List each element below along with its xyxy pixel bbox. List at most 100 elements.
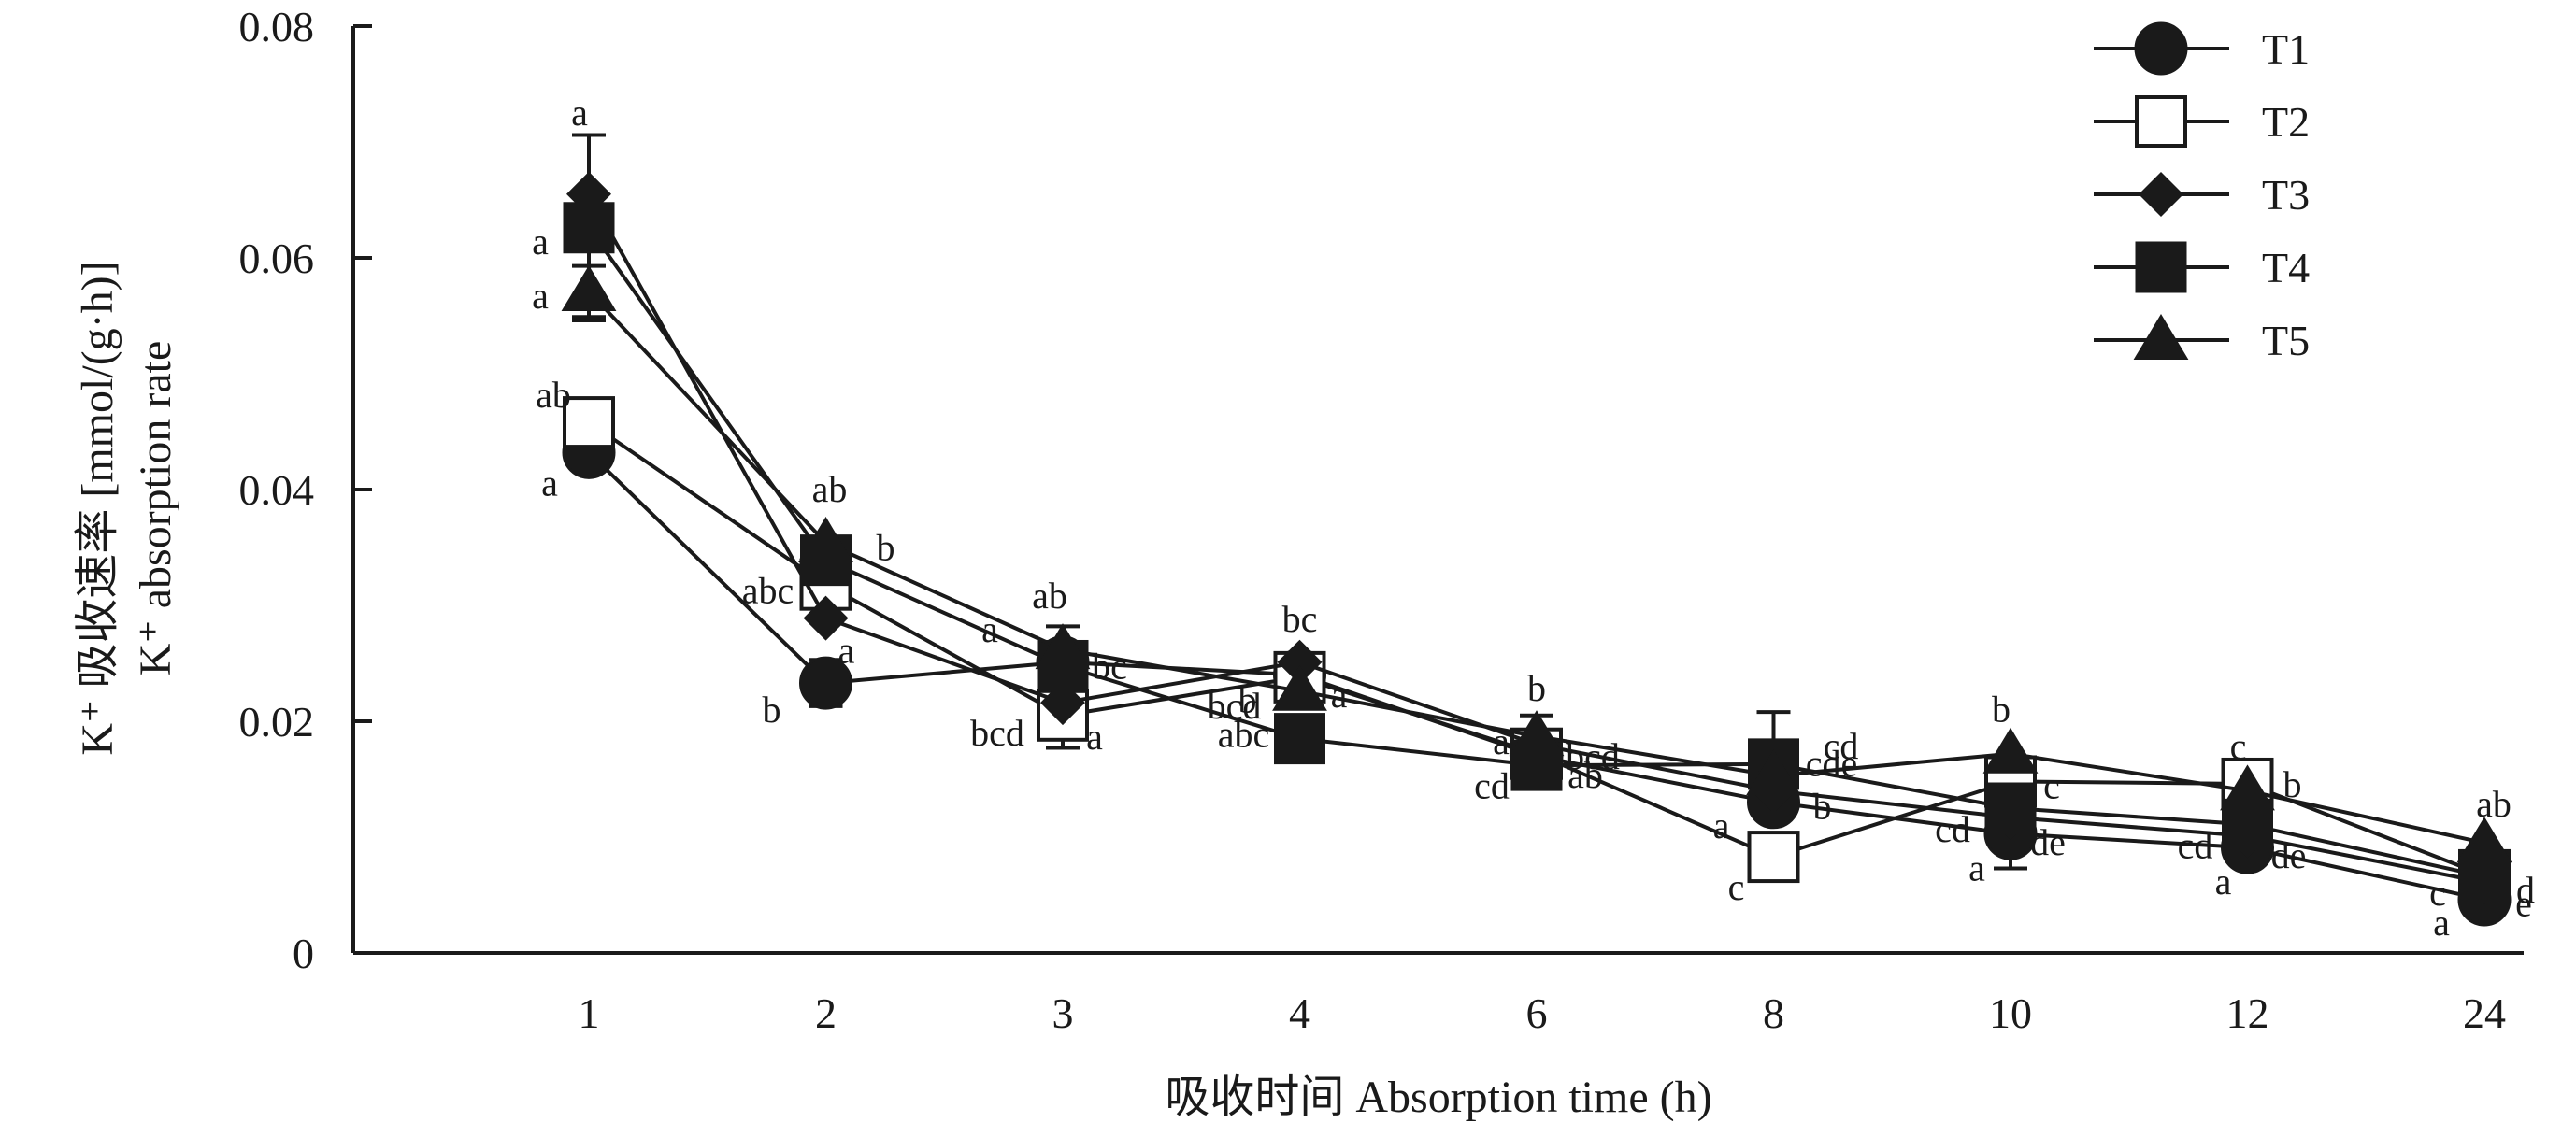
y-tick-label: 0.04	[239, 466, 315, 514]
legend-label: T3	[2262, 171, 2310, 219]
significance-letter-t4: abc	[1218, 714, 1270, 756]
data-point-t5	[1035, 623, 1091, 670]
x-tick-label: 1	[579, 989, 600, 1037]
significance-letter-t1: b	[1238, 678, 1257, 720]
significance-letter-t3: bcd	[970, 712, 1024, 754]
significance-letter-t3: de	[2271, 834, 2307, 876]
data-point-t2	[1747, 831, 1800, 884]
significance-letter-t5: a	[532, 275, 549, 317]
y-axis-title: K⁺ 吸收速率 [mmol/(g·h)] K⁺ absorption rate	[73, 261, 180, 755]
significance-letter-t5: ab	[1032, 575, 1067, 617]
axes: 00.020.040.060.081 2 3 4 6 8 10 12 24	[239, 3, 2524, 1037]
significance-letter-t1: a	[1968, 846, 1985, 888]
significance-letter-t5: cde	[1806, 742, 1858, 784]
data-point-t2	[563, 396, 615, 449]
x-tick-label: 12	[2226, 989, 2269, 1037]
legend-item-t2: T2	[2094, 95, 2310, 148]
y-tick-label: 0.02	[239, 698, 315, 746]
legend-label: T4	[2262, 244, 2310, 291]
significance-letter-t5: bc	[1282, 598, 1318, 640]
series-t2	[563, 396, 2511, 902]
significance-letter-t3: e	[2515, 882, 2532, 924]
y-axis-title-line-2: K⁺ absorption rate	[131, 341, 180, 676]
legend-label: T5	[2262, 317, 2310, 364]
significance-letter-t4: cd	[2178, 824, 2213, 866]
significance-letter-t2: a	[1086, 716, 1103, 758]
series-line-t2	[587, 420, 2485, 877]
significance-letter-t2: c	[1728, 866, 1745, 908]
data-point-t5	[2220, 764, 2275, 811]
significance-letter-t3: b	[1813, 785, 1832, 827]
significance-letter-t1: ab	[1567, 754, 1603, 796]
data-point-t4	[1274, 713, 1325, 765]
y-tick-label: 0	[293, 930, 314, 977]
y-axis-title-line-1: K⁺ 吸收速率 [mmol/(g·h)]	[73, 261, 122, 755]
x-tick-label: 3	[1052, 989, 1074, 1037]
significance-letter-t4: bc	[1092, 645, 1127, 687]
y-tick-label: 0.06	[239, 235, 315, 282]
significance-letter-t4: cd	[1824, 725, 1859, 767]
significance-letter-t5: b	[1527, 667, 1546, 709]
legend-item-t3: T3	[2094, 171, 2310, 219]
significance-letter-t3: bcd	[1208, 685, 1262, 727]
significance-letter-t2: a	[1331, 674, 1348, 716]
legend-marker	[2134, 21, 2188, 76]
significance-letter-t3: de	[2030, 821, 2066, 863]
significance-letter-t2: ab	[536, 374, 571, 416]
data-point-t5	[798, 517, 853, 563]
data-point-t5	[1982, 727, 2039, 774]
x-tick-label: 8	[1763, 989, 1784, 1037]
significance-letter-t4: cd	[1935, 808, 1970, 850]
significance-letter-t5: ab	[812, 468, 848, 510]
data-point-t4	[563, 202, 615, 254]
significance-letter-t2: c	[2429, 872, 2446, 914]
significance-letter-t3: bcd	[1566, 735, 1620, 777]
legend-marker	[2135, 241, 2187, 293]
y-tick-label: 0.08	[239, 3, 315, 50]
legend-label: T1	[2262, 25, 2310, 73]
significance-letter-t2: cd	[1474, 765, 1510, 807]
significance-letter-t1: a	[2215, 860, 2232, 903]
data-point-t5	[1509, 710, 1565, 757]
series-t3	[566, 171, 2507, 905]
series-layer	[561, 133, 2512, 927]
data-point-t5	[1746, 749, 1801, 796]
x-tick-label: 2	[815, 989, 837, 1037]
legend: T1 T2 T3 T4 T5	[2094, 21, 2310, 364]
data-point-t3	[1277, 639, 1323, 685]
x-tick-label: 10	[1989, 989, 2032, 1037]
significance-letter-t1: a	[541, 462, 558, 504]
data-point-t5	[561, 264, 617, 311]
series-t5	[561, 263, 2512, 863]
x-axis-title: 吸收时间 Absorption time (h)	[1165, 1073, 1711, 1122]
significance-letter-t4: d	[2516, 869, 2535, 911]
significance-letter-t1: a	[1713, 804, 1730, 846]
data-point-t3	[1040, 680, 1085, 726]
data-point-t3	[803, 595, 849, 641]
significance-letter-t1: a	[981, 608, 998, 650]
significance-letter-t4: a	[532, 220, 549, 263]
x-tick-label: 24	[2463, 989, 2506, 1037]
significance-letter-t5: b	[1992, 689, 2011, 731]
significance-letter-t5: ab	[2476, 783, 2512, 825]
legend-item-t5: T5	[2094, 314, 2310, 364]
x-tick-label: 6	[1526, 989, 1548, 1037]
significance-letter-t4: a	[1493, 720, 1510, 762]
significance-letter-t1: b	[763, 689, 781, 731]
legend-item-t1: T1	[2094, 21, 2310, 76]
significance-letter-t2: abc	[742, 570, 794, 612]
significance-letter-t4: b	[877, 527, 895, 569]
legend-marker	[2133, 314, 2189, 360]
significance-letter-t2: c	[2043, 764, 2060, 806]
significance-letter-t5: c	[2230, 725, 2247, 767]
data-point-t5	[2456, 817, 2512, 863]
data-point-t5	[1272, 664, 1327, 711]
x-tick-label: 4	[1289, 989, 1310, 1037]
legend-label: T2	[2262, 98, 2310, 146]
significance-letter-t1: a	[2433, 902, 2450, 944]
data-point-t4	[1984, 782, 2037, 834]
legend-marker	[2135, 95, 2187, 148]
